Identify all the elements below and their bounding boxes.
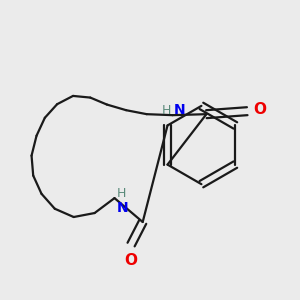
- Text: O: O: [124, 253, 138, 268]
- Text: H: H: [161, 104, 171, 117]
- Text: H: H: [117, 188, 127, 200]
- Text: O: O: [253, 102, 266, 117]
- Text: N: N: [117, 201, 129, 215]
- Text: N: N: [174, 103, 186, 117]
